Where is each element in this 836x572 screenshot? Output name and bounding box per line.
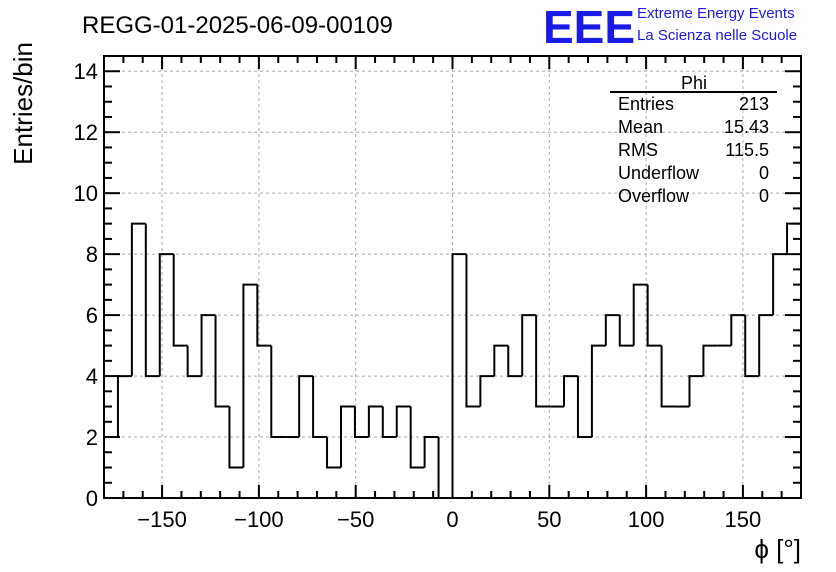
histogram-bin-16 <box>326 437 341 469</box>
stats-mean-value: 15.43 <box>724 117 769 137</box>
histogram-bin-35 <box>590 344 606 438</box>
histogram-bin-42 <box>688 375 704 407</box>
histogram-bin-25 <box>451 253 467 498</box>
histogram-bin-11 <box>256 284 272 347</box>
stats-underflow-value: 0 <box>759 163 769 183</box>
x-axis-label: ϕ [°] <box>754 534 801 564</box>
histogram-bin-27 <box>479 375 495 407</box>
stats-rms-value: 115.5 <box>725 140 769 160</box>
histogram-bin-37 <box>618 315 634 347</box>
x-tick-label: 100 <box>628 507 665 532</box>
y-tick-label: 10 <box>74 181 98 206</box>
y-tick-labels: 0 2 4 6 8 10 12 14 <box>74 59 98 511</box>
y-tick-label: 6 <box>86 303 98 328</box>
histogram-bin-26 <box>465 254 481 408</box>
stats-overflow-label: Overflow <box>618 186 690 206</box>
stats-box: Phi Entries 213 Mean 15.43 RMS 115.5 Und… <box>610 73 777 206</box>
histogram-bin-43 <box>702 344 718 377</box>
histogram-bin-38 <box>632 283 648 346</box>
histogram-bin-40 <box>660 345 676 408</box>
histogram-bin-47 <box>758 314 774 377</box>
histogram-bin-21 <box>395 405 411 438</box>
histogram-bin-20 <box>381 406 397 439</box>
histogram-bin-31 <box>535 315 551 408</box>
y-tick-label: 12 <box>74 120 98 145</box>
eee-logo: EEE <box>543 1 635 53</box>
histogram-bin-12 <box>270 345 286 439</box>
histogram-bin-2 <box>130 222 146 377</box>
y-tick-label: 4 <box>86 364 98 389</box>
histogram-bin-6 <box>186 345 202 378</box>
histogram-bin-45 <box>730 314 746 346</box>
x-tick-label: 0 <box>446 507 458 532</box>
histogram-bin-17 <box>339 405 355 468</box>
histogram-bin-39 <box>646 284 662 347</box>
histogram-bin-5 <box>172 254 188 347</box>
histogram-bin-34 <box>576 376 592 439</box>
histogram-bin-10 <box>242 283 258 468</box>
histogram-bin-29 <box>507 345 523 378</box>
stats-overflow-value: 0 <box>759 186 769 206</box>
stats-entries-label: Entries <box>618 94 674 114</box>
y-tick-label: 8 <box>86 242 98 267</box>
histogram-bin-15 <box>312 376 328 439</box>
stats-title: Phi <box>681 73 707 93</box>
stats-rms-label: RMS <box>618 140 658 160</box>
histogram-bin-9 <box>228 406 244 469</box>
stats-entries-value: 213 <box>739 94 769 114</box>
histogram-bin-46 <box>744 315 760 378</box>
histogram-bin-8 <box>214 315 230 408</box>
histogram-bin-22 <box>409 406 425 469</box>
stats-underflow-label: Underflow <box>618 163 700 183</box>
histogram-bin-33 <box>563 375 578 407</box>
histogram-bin-28 <box>493 344 509 377</box>
project-name-line1: Extreme Energy Events <box>637 5 795 22</box>
x-tick-label: −150 <box>137 507 187 532</box>
histogram-bin-4 <box>158 253 174 377</box>
x-tick-label: −50 <box>337 507 374 532</box>
y-tick-label: 2 <box>86 425 98 450</box>
histogram-bin-36 <box>604 314 620 346</box>
chart-title: REGG-01-2025-06-09-00109 <box>82 12 393 39</box>
y-tick-label: 0 <box>86 486 98 511</box>
histogram-bin-7 <box>200 314 216 377</box>
x-tick-labels: −150 −100 −50 0 50 100 150 <box>137 507 761 532</box>
x-tick-label: −100 <box>234 507 284 532</box>
project-name-line2: La Scienza nelle Scuole <box>637 27 797 44</box>
stats-mean-label: Mean <box>618 117 663 137</box>
histogram-bin-19 <box>367 405 383 438</box>
histogram-bin-30 <box>521 314 537 377</box>
histogram-bin-48 <box>772 253 788 316</box>
x-tick-label: 50 <box>537 507 561 532</box>
histogram-bin-14 <box>298 375 314 438</box>
histogram-bin-23 <box>423 436 439 468</box>
histogram-bin-18 <box>353 406 369 439</box>
x-tick-label: 150 <box>725 507 762 532</box>
axes <box>103 55 802 499</box>
y-axis-label: Entries/bin <box>8 42 38 165</box>
histogram-bin-3 <box>144 223 160 378</box>
y-tick-label: 14 <box>74 59 98 84</box>
